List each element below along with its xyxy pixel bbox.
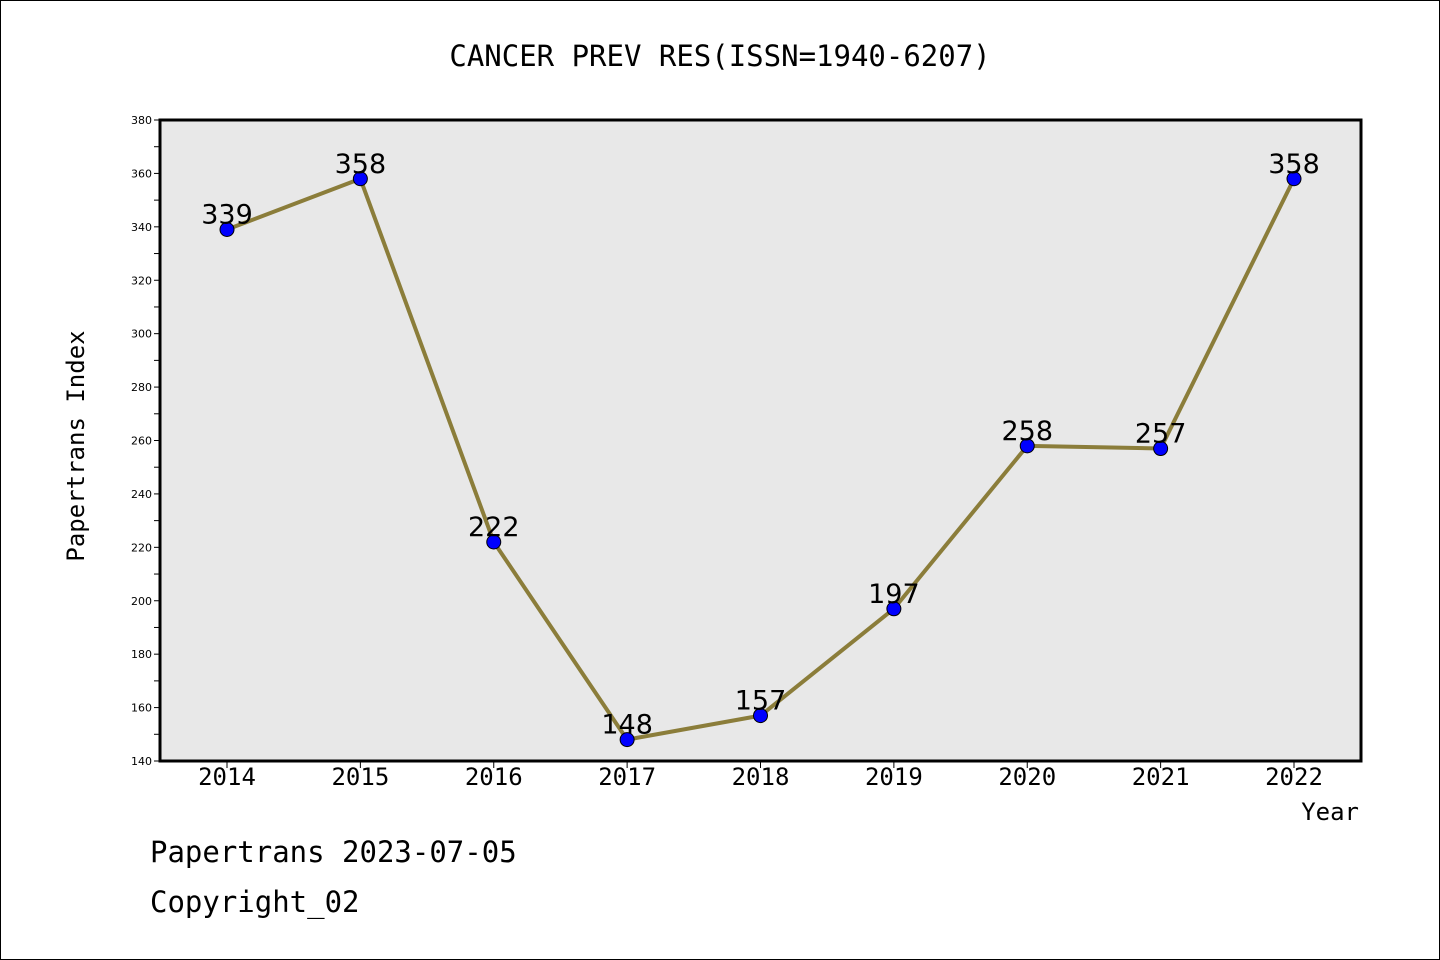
footer-copyright: Copyright_02: [150, 885, 360, 919]
series-layer: [219, 171, 1302, 748]
data-point: [486, 534, 502, 550]
data-label: 148: [601, 710, 653, 741]
x-tick-label: 2021: [1132, 763, 1190, 791]
y-tick-label: 320: [131, 274, 152, 287]
plot-area: [158, 118, 1363, 763]
footer-date: Papertrans 2023-07-05: [150, 835, 517, 869]
y-tick-label: 220: [131, 541, 152, 554]
y-tick-label: 200: [131, 595, 152, 608]
y-tick-label: 300: [131, 328, 152, 341]
data-point: [619, 732, 635, 748]
data-point: [1153, 441, 1169, 457]
x-tick-label: 2018: [732, 763, 790, 791]
y-axis: 140 160 180 200 220 240 260 280 300 320 340 360 380: [131, 114, 160, 768]
chart-title: CANCER PREV RES(ISSN=1940-6207): [449, 39, 990, 73]
x-axis-label: Year: [1301, 798, 1359, 826]
y-tick-label: 380: [131, 114, 152, 127]
data-label: 258: [1001, 416, 1053, 447]
x-tick-label: 2022: [1265, 763, 1323, 791]
data-label: 339: [201, 200, 253, 231]
y-tick-label: 160: [131, 702, 152, 715]
data-point: [352, 171, 368, 187]
x-tick-label: 2016: [465, 763, 523, 791]
data-point: [1019, 438, 1035, 454]
y-tick-label: 180: [131, 648, 152, 661]
data-label: 157: [735, 686, 787, 717]
y-tick-label: 140: [131, 755, 152, 768]
data-label-layer: 339 358 222 148 157 197 258 257 358: [201, 149, 1320, 741]
y-tick-label: 260: [131, 435, 152, 448]
y-tick-label: 340: [131, 221, 152, 234]
y-tick-label: 280: [131, 381, 152, 394]
data-label: 358: [1268, 149, 1320, 180]
x-tick-label: 2015: [331, 763, 389, 791]
data-label: 197: [868, 579, 920, 610]
y-tick-label: 240: [131, 488, 152, 501]
y-tick-label: 360: [131, 167, 152, 180]
data-point: [219, 222, 235, 238]
data-point: [886, 601, 902, 617]
data-point: [1286, 171, 1302, 187]
x-axis: 2014 2015 2016 2017 2018 2019 2020 2021 2022: [198, 761, 1323, 791]
x-tick-label: 2017: [598, 763, 656, 791]
x-tick-label: 2019: [865, 763, 923, 791]
data-point: [753, 708, 768, 724]
data-label: 257: [1135, 419, 1187, 450]
data-label: 222: [468, 512, 520, 543]
data-label: 358: [335, 149, 387, 180]
x-tick-label: 2020: [998, 763, 1056, 791]
x-tick-label: 2014: [198, 763, 256, 791]
y-axis-label: Papertrans Index: [62, 330, 90, 561]
